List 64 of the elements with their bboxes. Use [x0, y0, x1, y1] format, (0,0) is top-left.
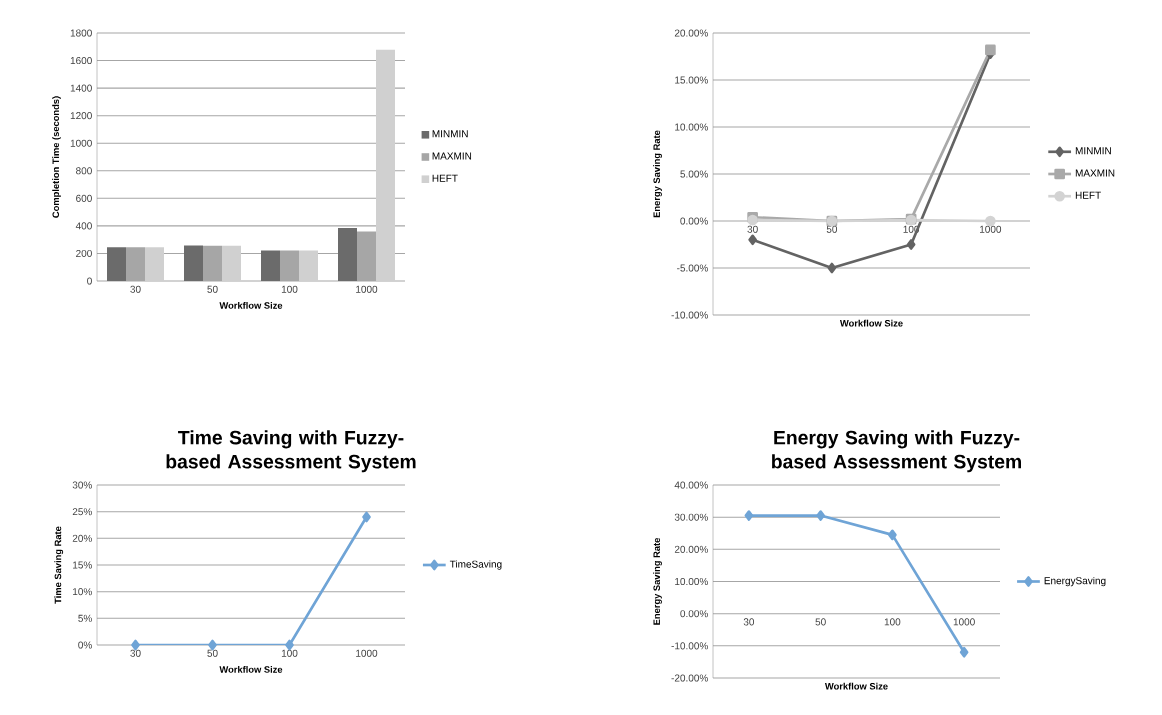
y-tick-label: 15.00% — [675, 76, 708, 84]
x-tick-label: 1000 — [356, 285, 378, 293]
y-tick-label: 1800 — [70, 29, 92, 37]
x-axis-title: Workflow Size — [824, 682, 888, 690]
x-axis-title: Workflow Size — [839, 319, 903, 327]
y-tick-label: 200 — [76, 249, 92, 257]
x-tick-label: 30 — [130, 649, 141, 657]
x-tick-label: 100 — [884, 618, 901, 626]
x-tick-label: 30 — [130, 285, 141, 293]
chart-title: Energy Saving with Fuzzy-based Assessment System — [772, 430, 1021, 473]
x-tick-label: 30 — [747, 225, 758, 233]
y-tick-label: 1600 — [70, 57, 92, 65]
legend-label: MINMIN — [432, 130, 468, 138]
x-tick-label: 1000 — [980, 225, 1002, 233]
y-tick-label: 20.00% — [674, 29, 708, 37]
legend-label: MAXMIN — [1075, 169, 1115, 177]
y-axis-title: Time Saving Rate — [54, 526, 64, 604]
y-tick-label: 800 — [76, 167, 92, 175]
legend-label: EnergySaving — [1044, 576, 1106, 587]
y-tick-label: 400 — [75, 222, 92, 230]
x-tick-label: 1000 — [953, 618, 975, 626]
y-tick-label: 0.00% — [680, 610, 708, 618]
y-tick-label: 10.00% — [675, 577, 708, 586]
y-tick-label: 30% — [72, 481, 92, 489]
x-tick-label: 50 — [207, 285, 218, 293]
y-tick-label: 600 — [76, 194, 92, 202]
y-tick-label: 0% — [78, 641, 92, 649]
y-tick-label: 30.00% — [674, 513, 708, 521]
legend-label: HEFT — [1075, 191, 1101, 199]
y-tick-label: 0.00% — [680, 217, 708, 225]
y-tick-label: 5% — [78, 614, 92, 622]
x-tick-label: 50 — [826, 225, 838, 233]
y-tick-label: -10.00% — [671, 311, 708, 319]
y-tick-label: 0 — [87, 277, 92, 285]
legend-label: TimeSaving — [449, 560, 502, 570]
x-tick-label: 50 — [207, 649, 218, 657]
y-tick-label: 20.00% — [674, 545, 708, 553]
y-tick-label: 10.00% — [675, 123, 708, 131]
x-tick-label: 100 — [281, 285, 298, 293]
y-tick-label: 40.00% — [674, 481, 708, 489]
y-tick-label: -5.00% — [677, 264, 708, 272]
y-tick-label: 1000 — [70, 139, 92, 147]
chart-title: Time Saving with Fuzzy-based Assessment System — [166, 430, 416, 473]
y-tick-label: 10% — [73, 588, 92, 596]
legend-label: MAXMIN — [432, 152, 472, 160]
x-axis-title: Workflow Size — [219, 665, 283, 673]
y-axis-title: Completion Time (seconds) — [52, 96, 61, 218]
x-tick-label: 50 — [815, 618, 826, 626]
y-axis-title: Energy Saving Rate — [653, 130, 662, 218]
y-tick-label: 15% — [73, 561, 92, 569]
x-tick-label: 100 — [281, 649, 298, 657]
y-tick-label: 1200 — [70, 112, 92, 120]
legend-label: HEFT — [432, 174, 458, 182]
y-tick-label: 20% — [72, 534, 92, 542]
y-tick-label: 5.00% — [680, 170, 708, 178]
y-tick-label: -20.00% — [671, 674, 708, 682]
y-tick-label: 25% — [72, 508, 92, 516]
y-axis-title: Energy Saving Rate — [653, 538, 662, 625]
legend-label: MINMIN — [1075, 147, 1111, 155]
y-tick-label: -10.00% — [671, 642, 708, 650]
x-tick-label: 30 — [743, 618, 755, 626]
y-tick-label: 1400 — [70, 84, 92, 92]
x-axis-title: Workflow Size — [219, 301, 283, 309]
x-tick-label: 1000 — [356, 649, 378, 657]
